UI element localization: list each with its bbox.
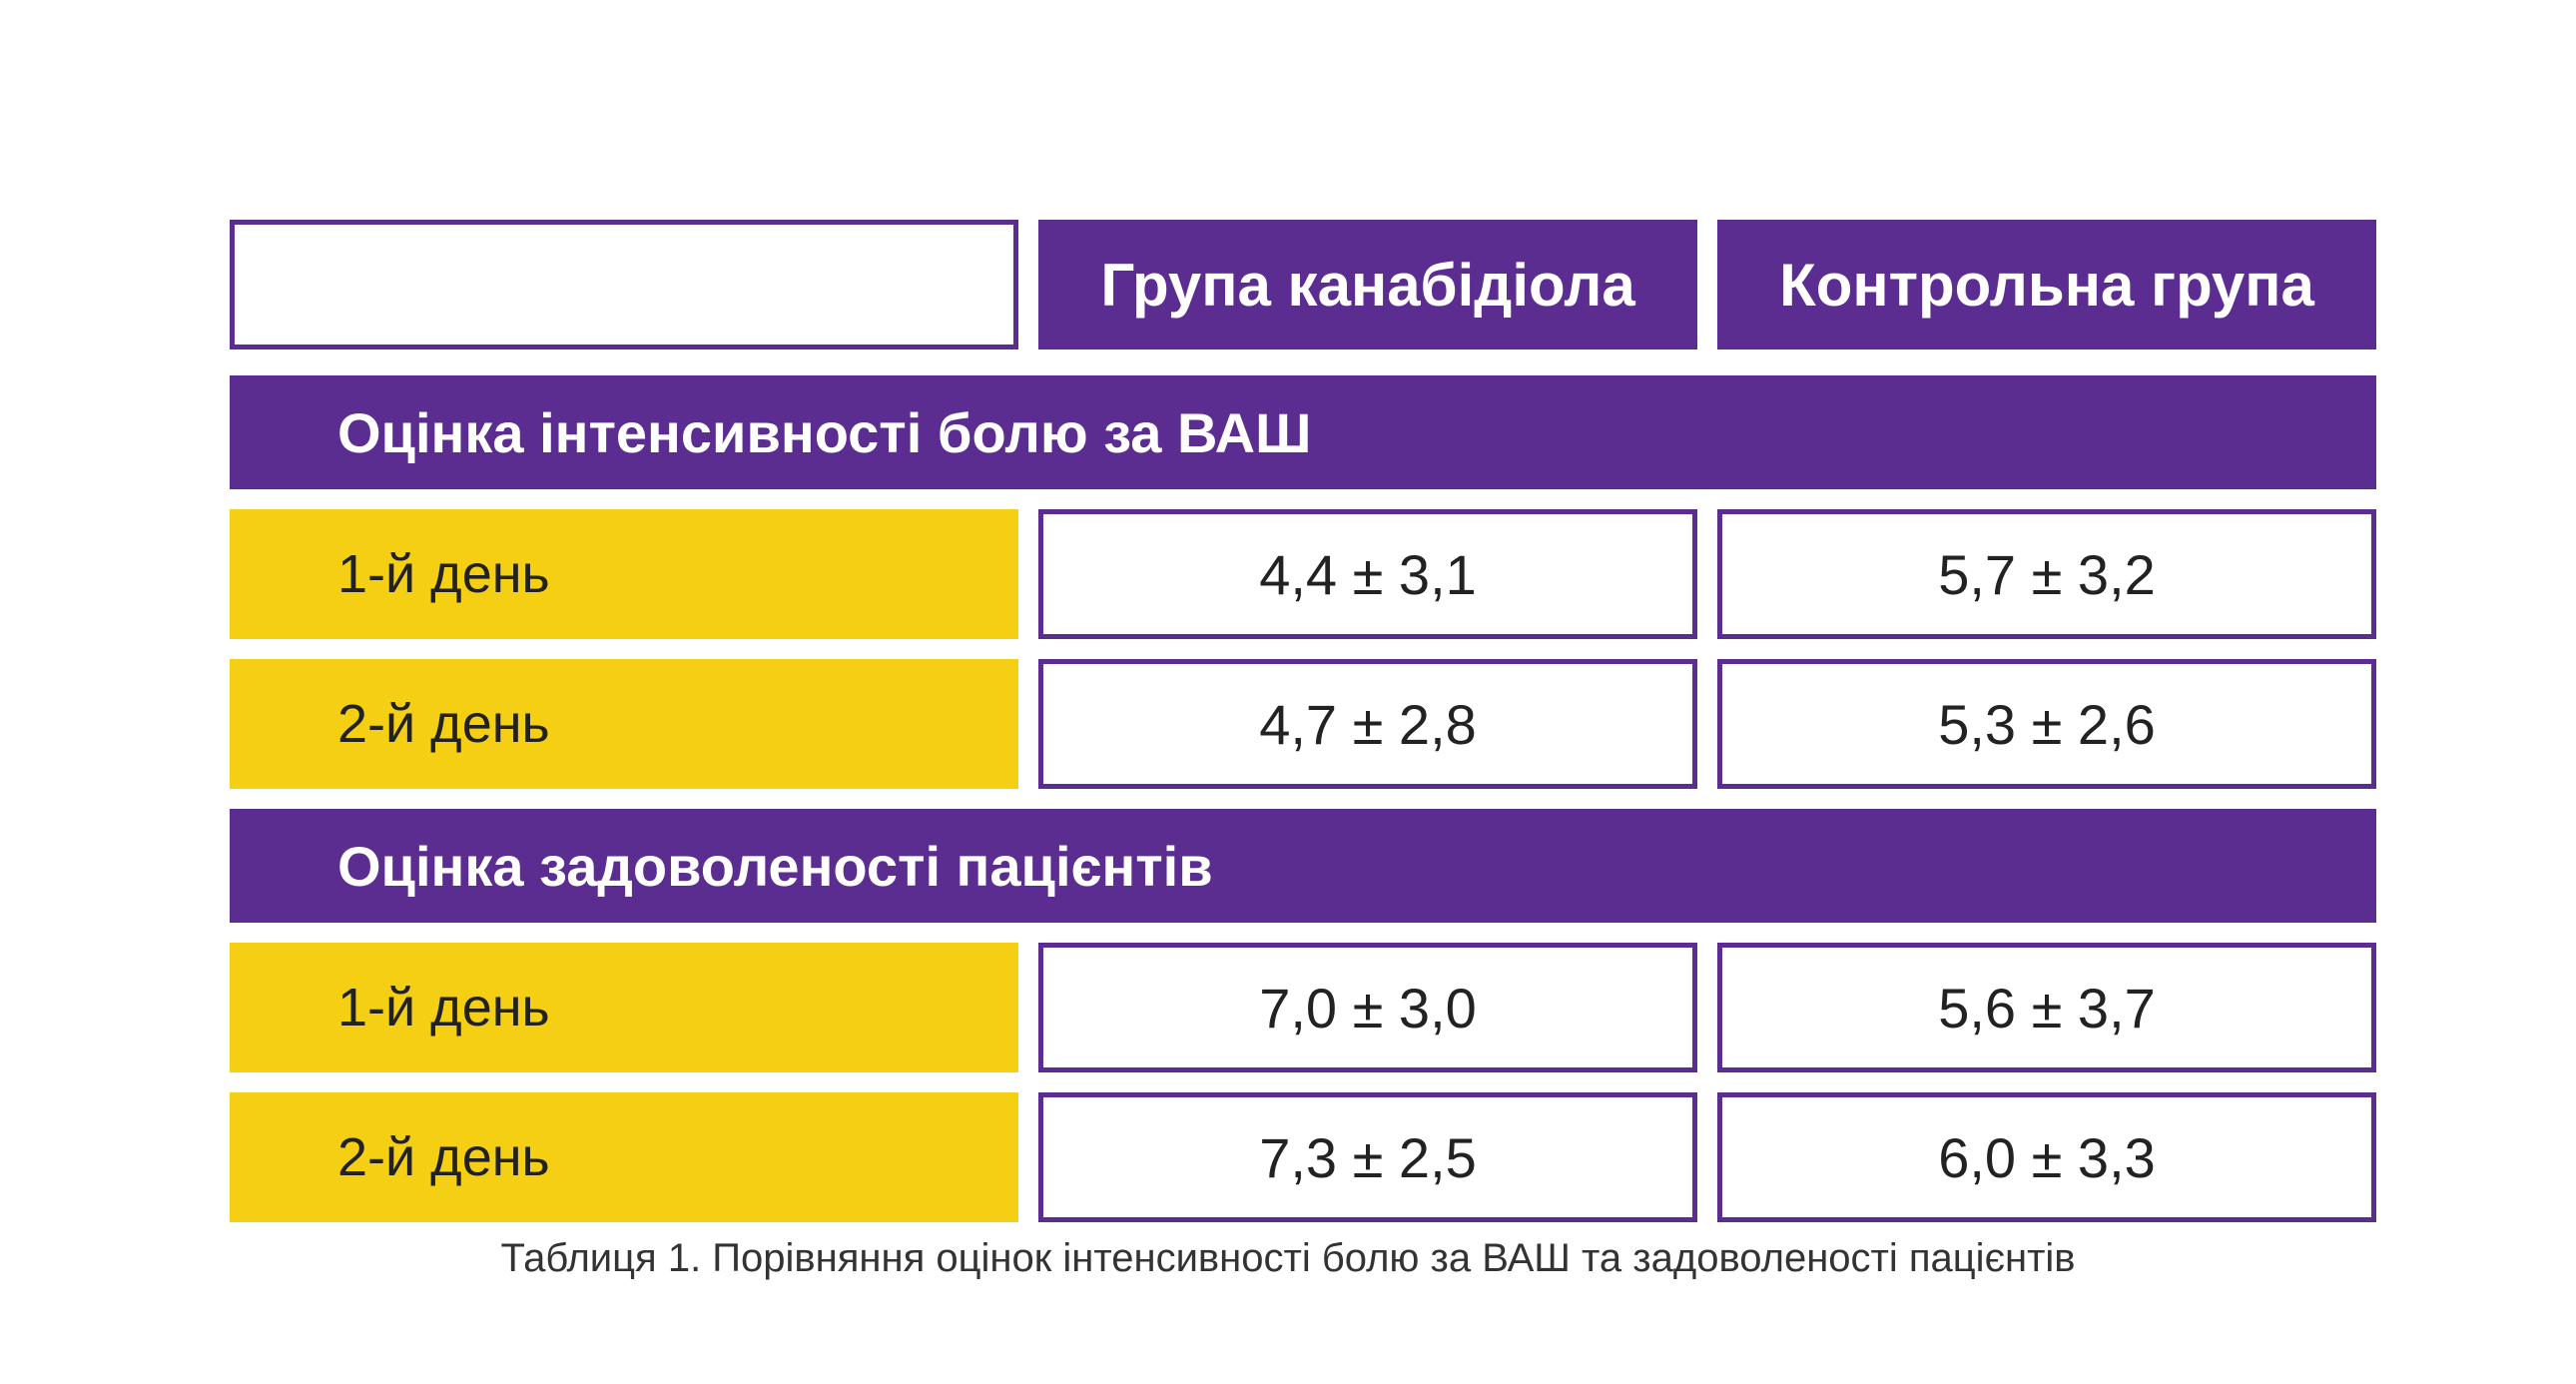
column-header-control: Контрольна група xyxy=(1717,220,2376,349)
row-label: 1-й день xyxy=(230,943,1018,1072)
header-empty-cell xyxy=(230,220,1018,349)
value-cell: 7,0 ± 3,0 xyxy=(1038,943,1697,1072)
table-caption: Таблиця 1. Порівняння оцінок інтенсивнос… xyxy=(500,1236,2076,1280)
value-cell: 7,3 ± 2,5 xyxy=(1038,1092,1697,1222)
value-cell: 4,7 ± 2,8 xyxy=(1038,659,1697,789)
value-cell: 4,4 ± 3,1 xyxy=(1038,509,1697,639)
column-header-cannabidiol: Група канабідіола xyxy=(1038,220,1697,349)
row-label: 2-й день xyxy=(230,659,1018,789)
section-title-satisfaction: Оцінка задоволеності пацієнтів xyxy=(230,809,2376,923)
value-cell: 5,7 ± 3,2 xyxy=(1717,509,2376,639)
value-cell: 5,3 ± 2,6 xyxy=(1717,659,2376,789)
row-label: 1-й день xyxy=(230,509,1018,639)
value-cell: 6,0 ± 3,3 xyxy=(1717,1092,2376,1222)
row-label: 2-й день xyxy=(230,1092,1018,1222)
value-cell: 5,6 ± 3,7 xyxy=(1717,943,2376,1072)
section-title-pain: Оцінка інтенсивності болю за ВАШ xyxy=(230,375,2376,489)
